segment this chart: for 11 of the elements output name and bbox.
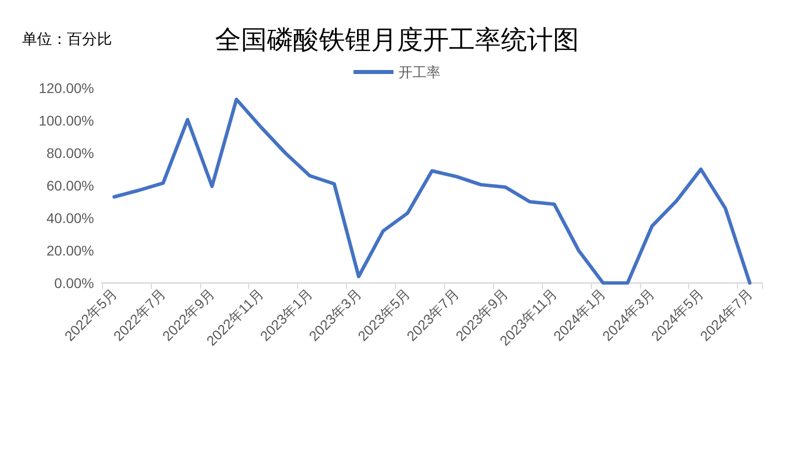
y-tick-label: 80.00%	[46, 145, 94, 161]
text: 单位：百分比	[22, 31, 112, 48]
chart-title: 全国磷酸铁锂月度开工率统计图	[215, 26, 579, 54]
y-tick-label: 120.00%	[38, 80, 94, 96]
legend-label: 开工率	[398, 64, 440, 80]
y-tick-label: 100.00%	[38, 112, 94, 128]
y-tick-label: 0.00%	[54, 275, 94, 291]
y-tick-label: 60.00%	[46, 178, 94, 194]
line-series	[112, 98, 752, 285]
y-tick-label: 40.00%	[46, 210, 94, 226]
y-tick-label: 20.00%	[46, 242, 94, 258]
